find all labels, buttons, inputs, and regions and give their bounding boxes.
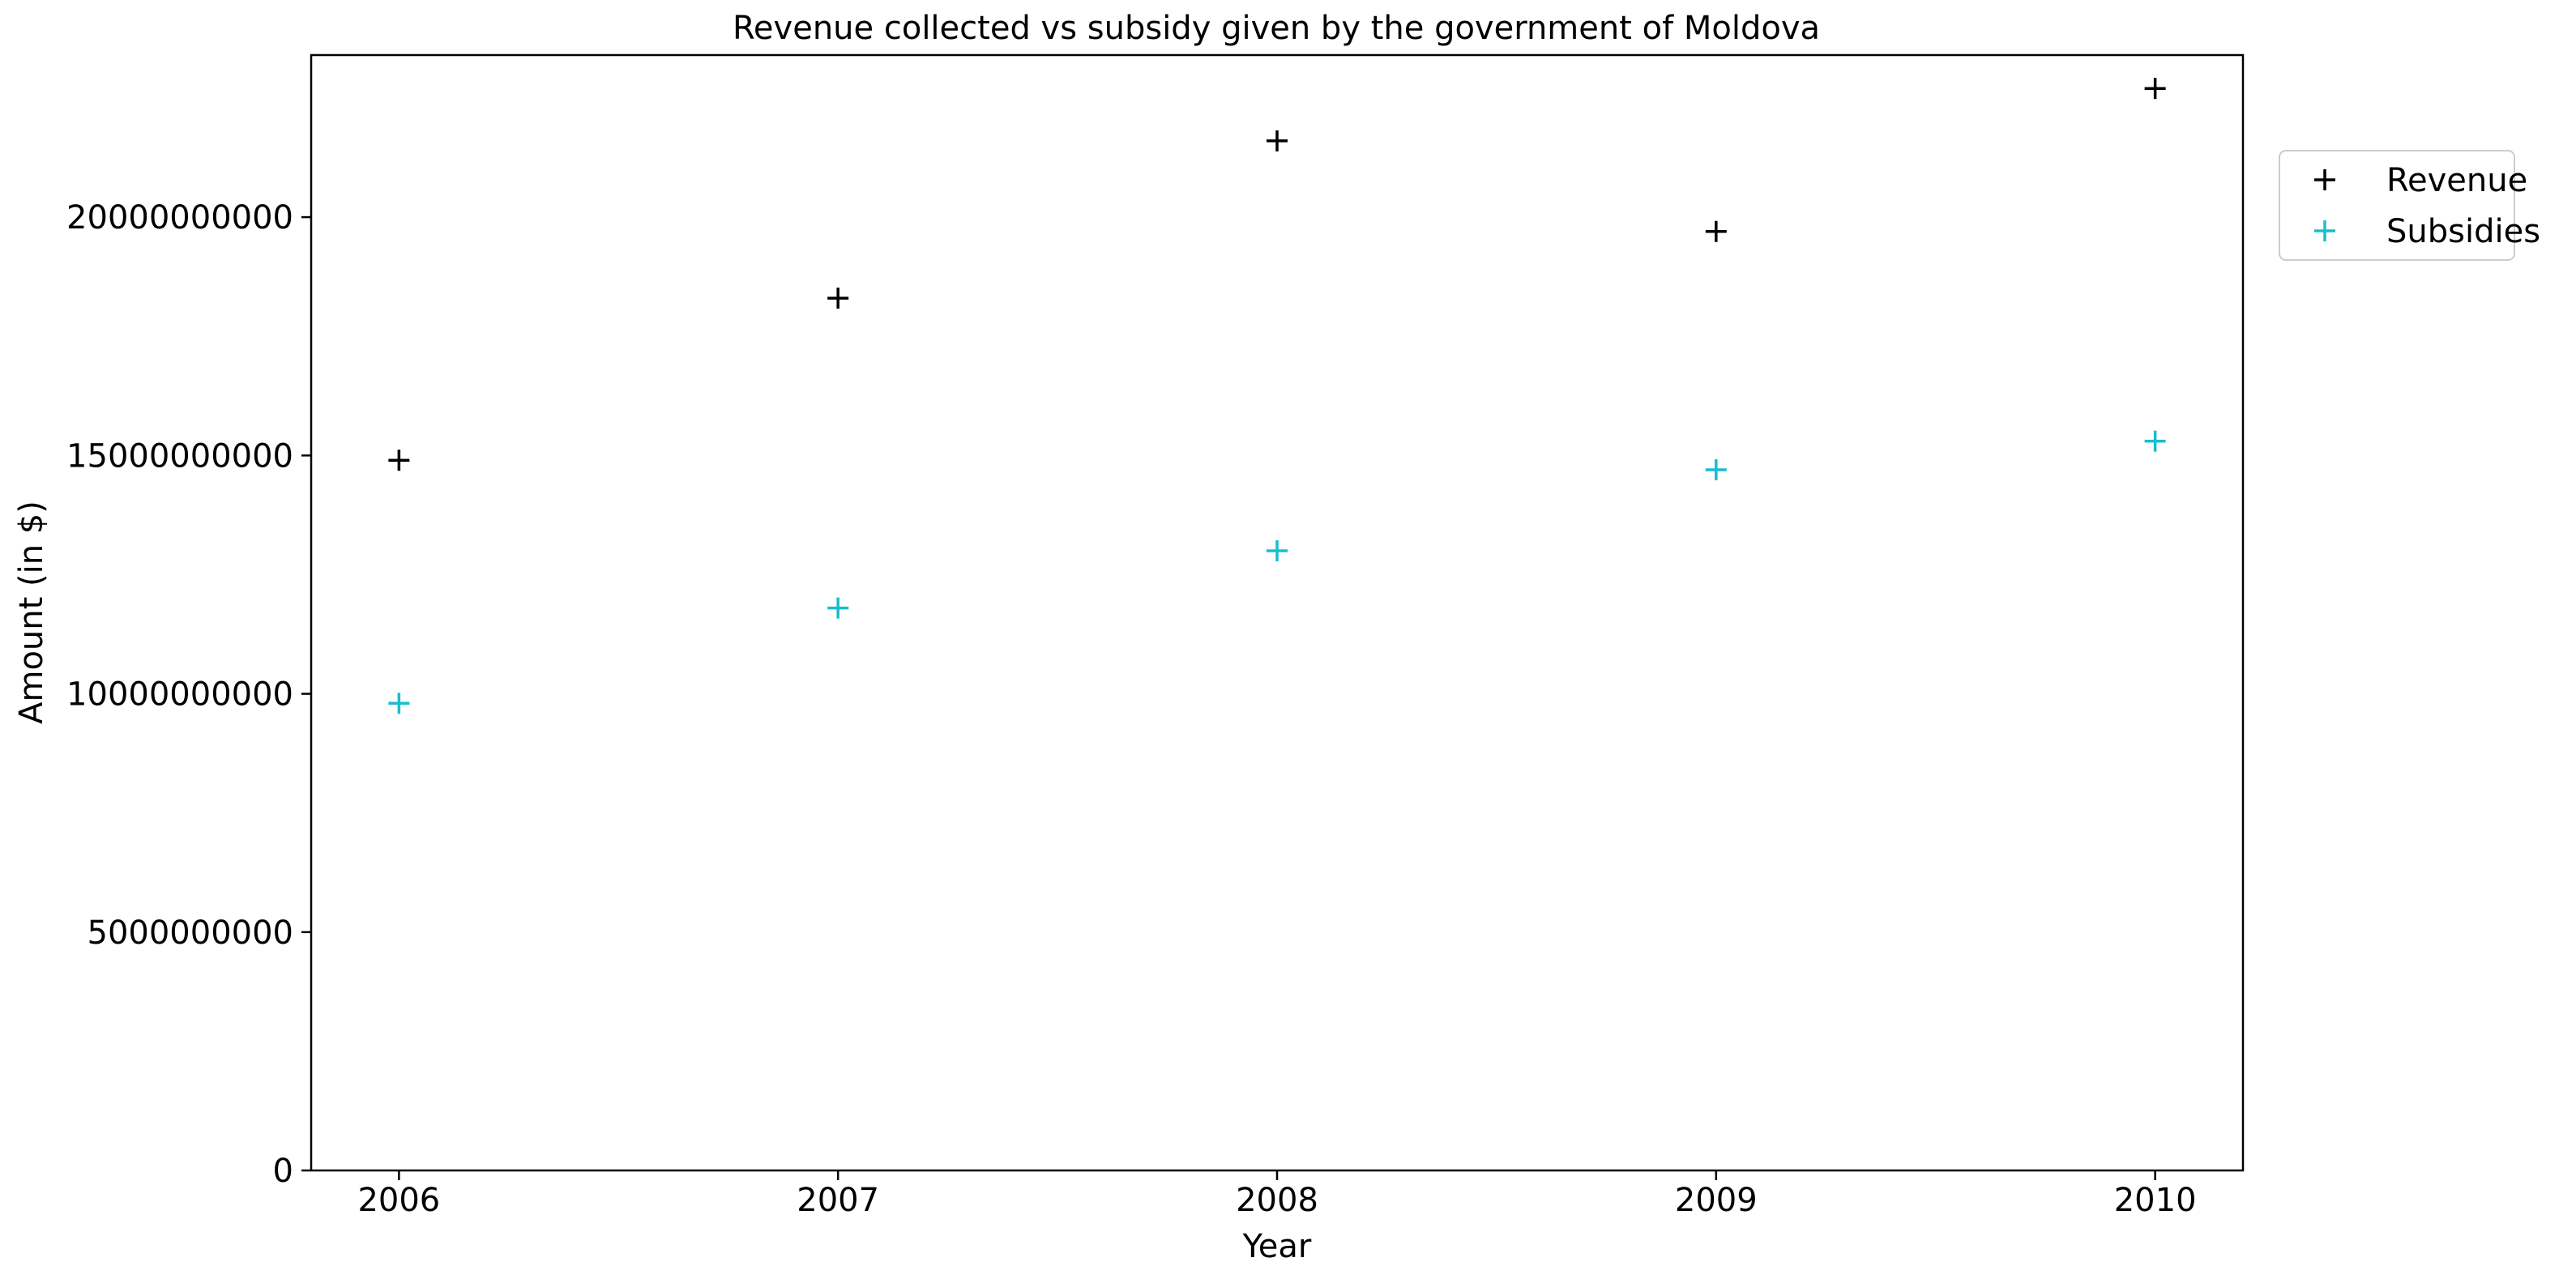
x-tick-label: 2009 [1675,1182,1758,1219]
data-point-subsidies [2144,430,2166,452]
legend-entry: Revenue [2314,162,2527,199]
legend-label: Revenue [2386,162,2527,199]
legend-label: Subsidies [2386,213,2540,250]
y-tick-label: 15000000000 [66,437,293,475]
legend-box [2279,150,2515,261]
data-point-revenue [388,450,410,471]
data-point-revenue [1267,130,1288,151]
x-axis-label: Year [1242,1228,1312,1265]
x-tick-label: 2010 [2114,1182,2197,1219]
x-tick-label: 2008 [1236,1182,1318,1219]
x-tick-label: 2006 [357,1182,440,1219]
legend: Revenue Subsidies [2279,150,2540,261]
y-tick-label: 5000000000 [88,914,294,952]
y-axis-label: Amount (in $) [13,501,50,724]
y-axis: 0 5000000000 10000000000 15000000000 2000000… [66,199,311,1190]
x-axis: 2006 2007 2008 2009 2010 [357,1170,2197,1219]
data-point-revenue [2144,78,2166,100]
data-point-subsidies [388,693,410,714]
data-point-subsidies [1705,458,1727,480]
data-point-subsidies [827,597,849,619]
y-tick-label: 0 [273,1153,293,1190]
data-points [388,78,2166,714]
data-point-revenue [1705,220,1727,242]
plot-area [310,53,2245,1172]
y-tick-label: 10000000000 [66,676,293,714]
data-point-subsidies [1267,540,1288,561]
data-point-revenue [827,288,849,309]
chart-title: Revenue collected vs subsidy given by th… [733,10,1820,47]
legend-entry: Subsidies [2314,213,2540,250]
x-tick-label: 2007 [797,1182,879,1219]
y-tick-label: 20000000000 [66,199,293,237]
